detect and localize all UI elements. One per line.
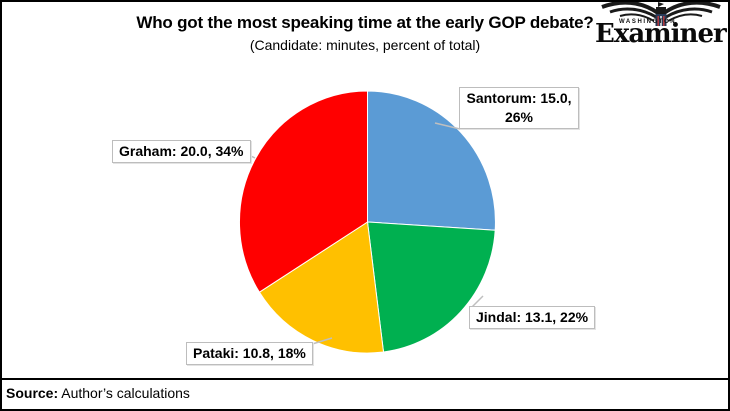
logo-washington-text: WASHINGTON bbox=[619, 19, 677, 25]
footer-divider bbox=[2, 378, 728, 380]
leader-santorum bbox=[434, 122, 461, 130]
washington-examiner-logo: WASHINGTON Examiner bbox=[595, 2, 727, 56]
pie-slice-santorum bbox=[367, 90, 496, 231]
chart-subtitle: (Candidate: minutes, percent of total) bbox=[249, 37, 481, 53]
pie-slice-pataki bbox=[258, 221, 385, 354]
page-title: Who got the most speaking time at the ea… bbox=[136, 13, 594, 32]
data-label-graham: Graham: 20.0, 34% bbox=[112, 140, 251, 163]
data-label-jindal: Jindal: 13.1, 22% bbox=[469, 306, 596, 329]
data-label-pataki: Pataki: 10.8, 18% bbox=[186, 342, 313, 365]
source-note: Source: Author’s calculations bbox=[6, 385, 190, 401]
source-label: Source: bbox=[6, 385, 59, 401]
pie-slice-graham bbox=[238, 90, 368, 293]
data-label-santorum-line1: Santorum: 15.0, bbox=[466, 90, 572, 106]
pie-slice-jindal bbox=[366, 221, 496, 353]
source-text: Author’s calculations bbox=[58, 385, 190, 401]
data-label-santorum-line2: 26% bbox=[504, 109, 534, 125]
eagle-icon bbox=[601, 2, 721, 26]
data-label-santorum: Santorum: 15.0, 26% bbox=[459, 87, 579, 129]
logo-examiner-text: Examiner bbox=[595, 19, 727, 49]
